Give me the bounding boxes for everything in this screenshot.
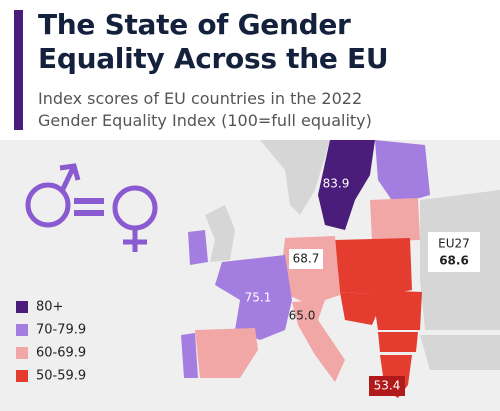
eu-box xyxy=(428,232,480,272)
italy xyxy=(292,300,345,382)
eu-value: 68.6 xyxy=(439,254,469,268)
norway xyxy=(260,140,330,215)
poland xyxy=(335,238,412,295)
title: The State of Gender Equality Across the … xyxy=(38,8,389,76)
map-label: 83.9 xyxy=(323,177,350,191)
legend-swatch xyxy=(16,347,28,359)
turkey xyxy=(420,335,500,370)
label-box xyxy=(289,249,323,269)
map-label: 65.0 xyxy=(289,309,316,323)
map-label: 75.1 xyxy=(245,291,272,305)
legend-label: 80+ xyxy=(36,300,63,315)
subtitle: Index scores of EU countries in the 2022… xyxy=(38,88,372,132)
legend: 80+ 70-79.9 60-69.9 50-59.9 xyxy=(16,300,86,384)
gender-symbol xyxy=(25,163,158,252)
legend-label: 60-69.9 xyxy=(36,346,86,361)
subtitle-line: Gender Equality Index (100=full equality… xyxy=(38,111,372,130)
equals xyxy=(74,198,104,204)
equals xyxy=(74,210,104,216)
spain xyxy=(195,328,258,378)
legend-label: 50-59.9 xyxy=(36,369,86,384)
ireland xyxy=(188,230,208,265)
finland xyxy=(375,140,430,205)
legend-swatch xyxy=(16,301,28,313)
map-label: 68.7 xyxy=(293,252,320,266)
legend-swatch xyxy=(16,370,28,382)
uk xyxy=(205,205,235,262)
label-box xyxy=(369,376,405,396)
bulgaria xyxy=(378,332,418,352)
subtitle-line: Index scores of EU countries in the 2022 xyxy=(38,89,363,108)
legend-swatch xyxy=(16,324,28,336)
map-label: 53.4 xyxy=(374,379,401,393)
legend-label: 70-79.9 xyxy=(36,323,86,338)
title-line: Equality Across the EU xyxy=(38,42,389,75)
romania xyxy=(372,290,422,330)
eu-label: EU27 xyxy=(438,237,470,251)
baltics xyxy=(370,198,420,242)
france xyxy=(215,255,292,340)
accent-bar xyxy=(14,10,23,130)
portugal xyxy=(181,333,198,378)
sweden xyxy=(318,140,375,230)
title-line: The State of Gender xyxy=(38,8,351,41)
